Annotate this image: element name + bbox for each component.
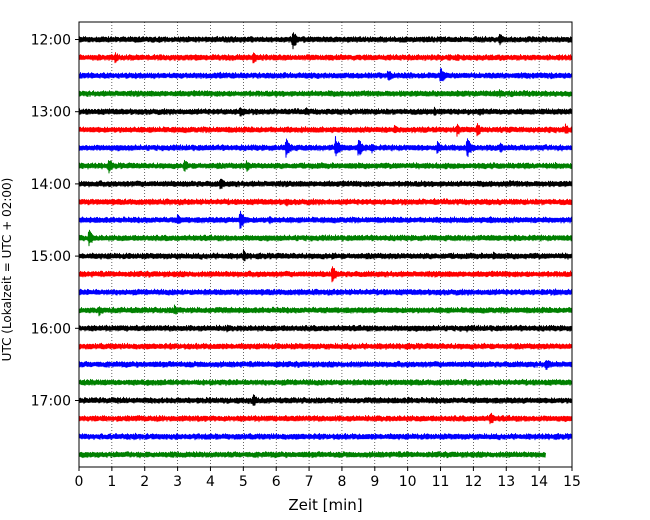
x-tick-label: 2 [140, 474, 149, 490]
trace-1500 [78, 249, 573, 262]
x-tick-label: 12 [464, 474, 482, 490]
x-tick-label: 7 [305, 474, 314, 490]
trace-1615 [78, 342, 573, 350]
y-tick-label: 17:00 [31, 394, 71, 410]
x-tick-label: 3 [173, 474, 182, 490]
trace-1400 [78, 178, 573, 190]
trace-1515 [78, 266, 573, 283]
y-tick-label: 13:00 [31, 105, 71, 121]
trace-1345 [78, 159, 573, 174]
trace-1630 [78, 360, 573, 370]
y-tick-label: 12:00 [31, 33, 71, 49]
x-tick-label: 5 [239, 474, 248, 490]
x-tick-label: 0 [75, 474, 84, 490]
x-axis-ticks: 0 1 2 3 4 5 6 7 8 9 10 11 12 13 14 15 [75, 467, 581, 490]
y-axis-title: UTC (Lokalzeit = UTC + 02:00) [0, 178, 14, 362]
trace-1545 [78, 304, 573, 317]
trace-1245 [78, 89, 573, 99]
x-tick-label: 11 [432, 474, 450, 490]
trace-1715 [78, 412, 573, 425]
plot-frame [78, 21, 573, 468]
y-axis-ticks: 12:00 13:00 14:00 15:00 16:00 17:00 [31, 33, 79, 410]
x-tick-label: 4 [206, 474, 215, 490]
y-tick-label: 16:00 [31, 321, 71, 337]
trace-1745 [78, 451, 546, 459]
trace-1430 [78, 210, 573, 229]
x-axis-title: Zeit [min] [288, 496, 362, 514]
x-tick-label: 9 [370, 474, 379, 490]
trace-1645 [78, 378, 573, 387]
trace-1445 [78, 229, 573, 247]
trace-1215 [78, 52, 573, 64]
x-tick-label: 15 [563, 474, 581, 490]
seismic-traces [78, 32, 573, 459]
trace-1330 [78, 136, 573, 158]
y-tick-label: 14:00 [31, 177, 71, 193]
trace-1200 [78, 32, 573, 50]
trace-1730 [78, 432, 573, 441]
x-tick-label: 13 [497, 474, 515, 490]
trace-1415 [78, 198, 573, 207]
x-tick-label: 8 [337, 474, 346, 490]
trace-1700 [78, 394, 573, 406]
x-gridlines [111, 22, 540, 467]
trace-1600 [78, 324, 573, 333]
trace-1315 [78, 123, 573, 137]
x-tick-label: 1 [107, 474, 116, 490]
y-tick-label: 15:00 [31, 249, 71, 265]
trace-1530 [78, 288, 573, 296]
trace-1300 [78, 106, 573, 117]
x-tick-label: 10 [399, 474, 417, 490]
x-tick-label: 6 [272, 474, 281, 490]
trace-1230 [78, 68, 573, 82]
x-tick-label: 14 [530, 474, 548, 490]
